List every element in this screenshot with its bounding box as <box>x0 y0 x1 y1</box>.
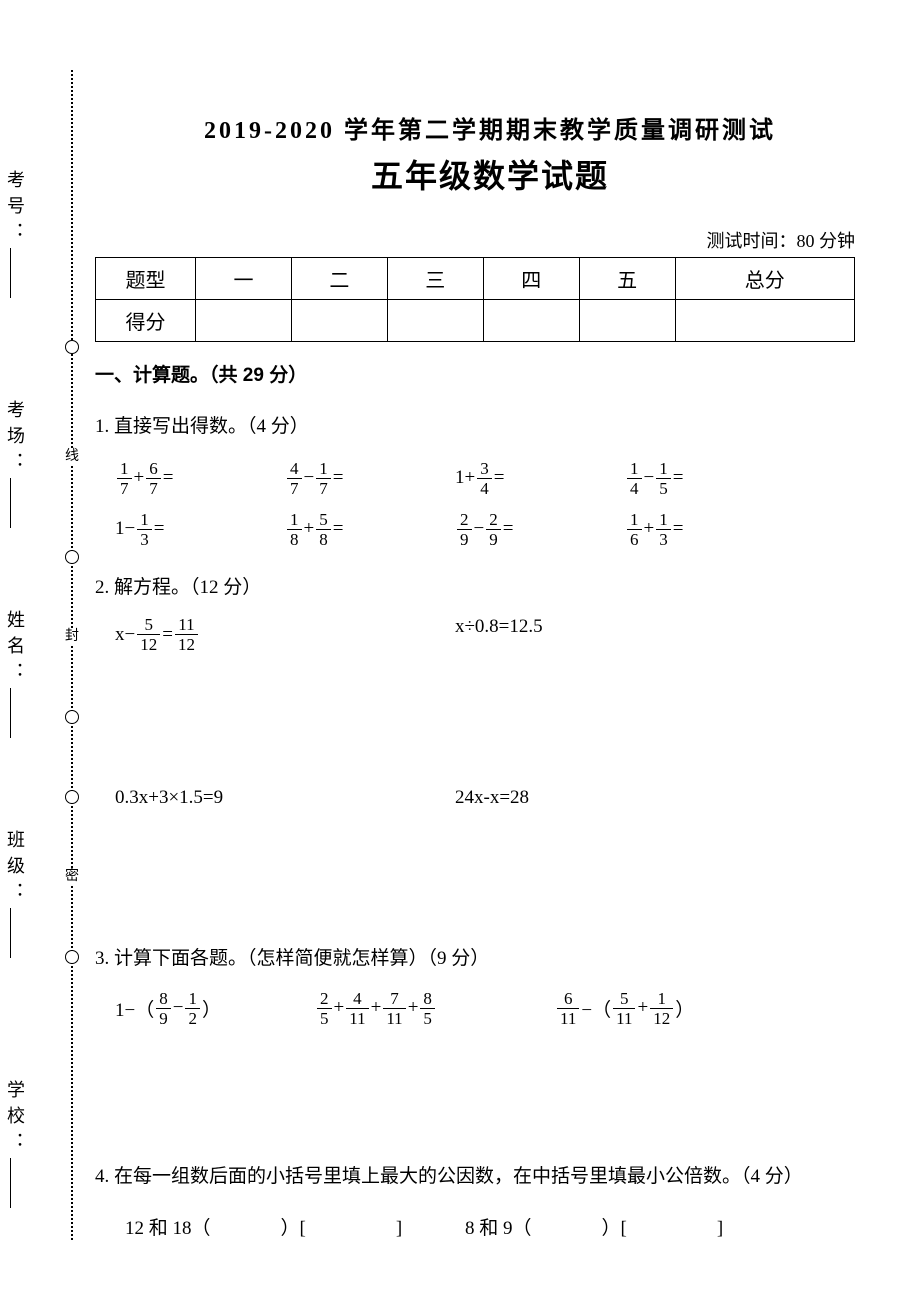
side-s4-text: 班级： <box>5 830 25 908</box>
q3-title: 3. 计算下面各题。（怎样简便就怎样算）（9 分） <box>95 945 885 974</box>
q2-e3: 0.3x+3×1.5=9 <box>115 787 455 809</box>
q2-title: 2. 解方程。（12 分） <box>95 574 885 603</box>
q1-r1c4: 14−15= <box>625 460 795 497</box>
q3-e3: 611−（511+112） <box>555 990 775 1027</box>
table-row: 题型 一 二 三 四 五 总分 <box>96 258 855 300</box>
score-table: 题型 一 二 三 四 五 总分 得分 <box>95 257 855 342</box>
page-content: 2019-2020 学年第二学期期末教学质量调研测试 五年级数学试题 测试时间：… <box>95 70 885 1240</box>
side-s5-text: 学校： <box>5 1080 25 1158</box>
cell-col3: 三 <box>387 258 483 300</box>
q4-title: 4. 在每一组数后面的小括号里填上最大的公因数，在中括号里填最小公倍数。（4 分… <box>95 1163 885 1192</box>
side-exam-room: 考场： <box>8 400 28 528</box>
binding-circle <box>65 790 79 804</box>
section-1-title: 一、计算题。（共 29 分） <box>95 360 885 387</box>
cell-col4: 四 <box>483 258 579 300</box>
workspace <box>95 653 885 773</box>
q2-row1: x−512=1112 x÷0.8=12.5 <box>95 616 885 653</box>
q1-row2: 1−13= 18+58= 29−29= 16+13= <box>95 511 885 548</box>
cell-col2: 二 <box>291 258 387 300</box>
header-line1: 2019-2020 学年第二学期期末教学质量调研测试 <box>95 110 885 145</box>
side-class: 班级： <box>8 830 28 958</box>
table-row: 得分 <box>96 300 855 342</box>
cell-type-label: 题型 <box>96 258 196 300</box>
side-labels: 考号： 考场： 姓名： 班级： 学校： <box>0 70 40 1240</box>
q1-r2c3: 29−29= <box>455 511 625 548</box>
side-s3-text: 姓名： <box>5 610 25 688</box>
side-name: 姓名： <box>8 610 28 738</box>
q4-p1: 12 和 18（）[] <box>125 1213 465 1240</box>
cell-total: 总分 <box>675 258 854 300</box>
cell-blank[interactable] <box>579 300 675 342</box>
side-school: 学校： <box>8 1080 28 1208</box>
q3-row: 1−（89−12） 25+411+711+85 611−（511+112） <box>95 990 885 1027</box>
binding-circle <box>65 340 79 354</box>
binding-circle <box>65 950 79 964</box>
q2-row2: 0.3x+3×1.5=9 24x-x=28 <box>95 787 885 809</box>
cell-blank[interactable] <box>675 300 854 342</box>
q3-e1: 1−（89−12） <box>115 990 315 1027</box>
q4-row: 12 和 18（）[] 8 和 9（）[] <box>95 1213 885 1240</box>
q1-r1c2: 47−17= <box>285 460 455 497</box>
q1-r2c2: 18+58= <box>285 511 455 548</box>
dotline <box>71 70 73 1240</box>
cell-blank[interactable] <box>196 300 292 342</box>
cell-score-label: 得分 <box>96 300 196 342</box>
q1-r2c4: 16+13= <box>625 511 795 548</box>
binding-circle <box>65 550 79 564</box>
cell-blank[interactable] <box>291 300 387 342</box>
workspace <box>95 809 885 919</box>
q2-e4: 24x-x=28 <box>455 787 795 809</box>
test-time: 测试时间：80 分钟 <box>95 227 885 253</box>
q3-e2: 25+411+711+85 <box>315 990 555 1027</box>
q2-e1: x−512=1112 <box>115 616 455 653</box>
side-s2-text: 考场： <box>5 400 25 478</box>
cell-blank[interactable] <box>387 300 483 342</box>
cell-col5: 五 <box>579 258 675 300</box>
q1-row1: 17+67= 47−17= 1+34= 14−15= <box>95 460 885 497</box>
binding-circle <box>65 710 79 724</box>
binding-char-xian: 线 <box>65 450 79 464</box>
binding-char-mi: 密 <box>65 870 79 884</box>
side-exam-number: 考号： <box>8 170 28 298</box>
header-line2: 五年级数学试题 <box>95 151 885 197</box>
binding-margin: 线 封 密 <box>58 70 88 1240</box>
q1-r2c1: 1−13= <box>115 511 285 548</box>
q1-title: 1. 直接写出得数。（4 分） <box>95 413 885 442</box>
side-s1-text: 考号： <box>5 170 25 248</box>
q1-r1c3: 1+34= <box>455 460 625 497</box>
q4-p2: 8 和 9（）[] <box>465 1213 805 1240</box>
cell-blank[interactable] <box>483 300 579 342</box>
workspace <box>95 1027 885 1137</box>
binding-char-feng: 封 <box>65 630 79 644</box>
q2-e2: x÷0.8=12.5 <box>455 616 795 653</box>
q1-r1c1: 17+67= <box>115 460 285 497</box>
cell-col1: 一 <box>196 258 292 300</box>
